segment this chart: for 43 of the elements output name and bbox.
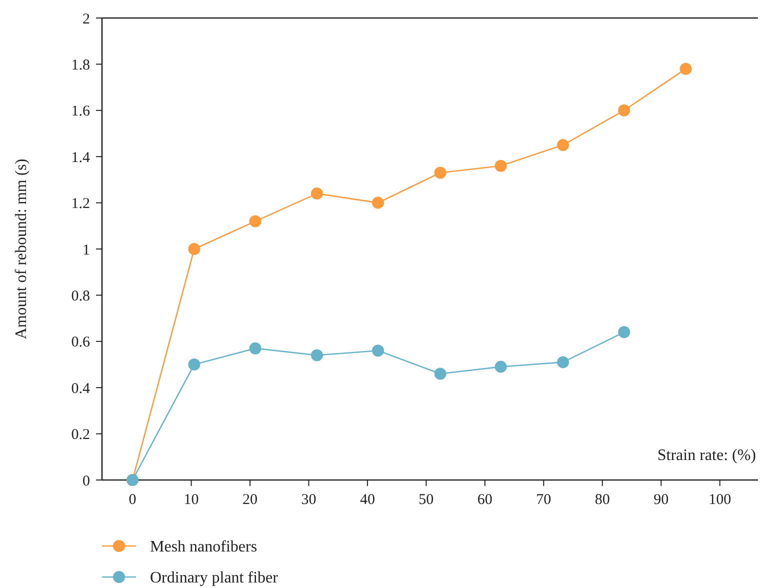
y-tick-label: 1 [82,242,90,258]
point [557,139,570,152]
y-tick-label: 0.2 [71,427,90,444]
point [249,215,262,228]
point [188,243,200,255]
point [618,326,630,338]
x-tick-label: 80 [594,492,610,508]
x-axis-title: Strain rate: (%) [657,447,756,464]
y-tick-label: 0.4 [71,380,90,397]
x-tick-label: 40 [360,492,375,508]
y-axis-title: Amount of rebound: mm (s) [13,158,30,340]
legend-label: Ordinary plant fiber [150,570,279,587]
x-tick-label: 70 [536,492,552,508]
point [494,160,507,172]
point [310,188,323,200]
point [557,356,570,368]
point [494,360,507,373]
y-tick-label: 1.2 [71,196,90,212]
point [618,104,630,116]
y-tick-label: 0.8 [71,288,90,304]
x-tick-label: 30 [301,492,316,508]
y-tick-label: 2 [82,11,90,28]
point [249,342,262,354]
point [310,349,323,362]
y-tick-label: 0.6 [71,334,90,351]
legend-label: Mesh nanofibers [150,538,258,556]
y-tick-label: 0 [82,473,90,490]
y-tick-label: 1.8 [71,57,90,74]
x-tick-label: 50 [418,492,434,508]
x-tick-label: 20 [242,492,258,508]
point [434,368,446,380]
x-tick-label: 100 [708,492,732,508]
x-tick-label: 90 [654,492,669,508]
point [188,358,200,370]
point [372,344,384,357]
point [434,166,446,179]
y-tick-label: 1.6 [71,104,90,120]
x-tick-label: 0 [128,492,136,508]
y-tick-label: 1.4 [71,150,90,166]
x-tick-label: 10 [184,492,199,508]
x-tick-label: 60 [477,492,492,508]
point [680,62,692,75]
point [372,196,384,209]
